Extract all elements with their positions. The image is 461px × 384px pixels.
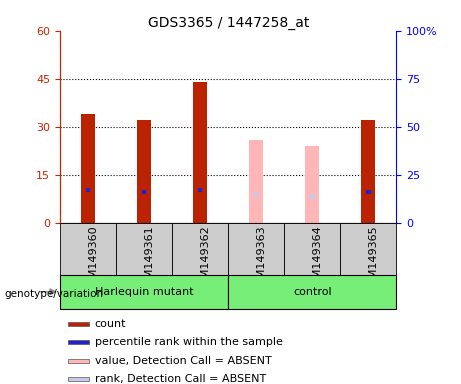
Bar: [142, 190, 146, 194]
Text: GSM149363: GSM149363: [256, 225, 266, 293]
Bar: [86, 188, 90, 192]
Bar: [249, 139, 263, 223]
Text: value, Detection Call = ABSENT: value, Detection Call = ABSENT: [95, 356, 272, 366]
Text: percentile rank within the sample: percentile rank within the sample: [95, 338, 283, 348]
Text: count: count: [95, 319, 126, 329]
Bar: [81, 114, 95, 223]
Bar: [116, 223, 172, 275]
Text: GSM149362: GSM149362: [200, 225, 210, 293]
Title: GDS3365 / 1447258_at: GDS3365 / 1447258_at: [148, 16, 309, 30]
Bar: [68, 340, 89, 344]
Text: GSM149361: GSM149361: [144, 225, 154, 293]
Text: GSM149360: GSM149360: [88, 225, 98, 293]
Text: GSM149365: GSM149365: [368, 225, 378, 293]
Bar: [198, 188, 202, 192]
Bar: [228, 223, 284, 275]
Text: GSM149364: GSM149364: [313, 225, 322, 293]
Bar: [137, 120, 151, 223]
Bar: [340, 223, 396, 275]
Bar: [172, 223, 228, 275]
Bar: [366, 190, 371, 194]
Bar: [68, 359, 89, 362]
Text: Harlequin mutant: Harlequin mutant: [95, 287, 193, 297]
Text: genotype/variation: genotype/variation: [5, 289, 104, 299]
Bar: [60, 275, 228, 309]
Bar: [310, 194, 314, 199]
Bar: [284, 223, 340, 275]
Text: rank, Detection Call = ABSENT: rank, Detection Call = ABSENT: [95, 374, 266, 384]
Bar: [228, 275, 396, 309]
Bar: [60, 223, 116, 275]
Bar: [361, 120, 375, 223]
Bar: [254, 192, 259, 197]
Bar: [68, 322, 89, 326]
Bar: [193, 82, 207, 223]
Bar: [305, 146, 319, 223]
Bar: [68, 377, 89, 381]
Text: control: control: [293, 287, 331, 297]
